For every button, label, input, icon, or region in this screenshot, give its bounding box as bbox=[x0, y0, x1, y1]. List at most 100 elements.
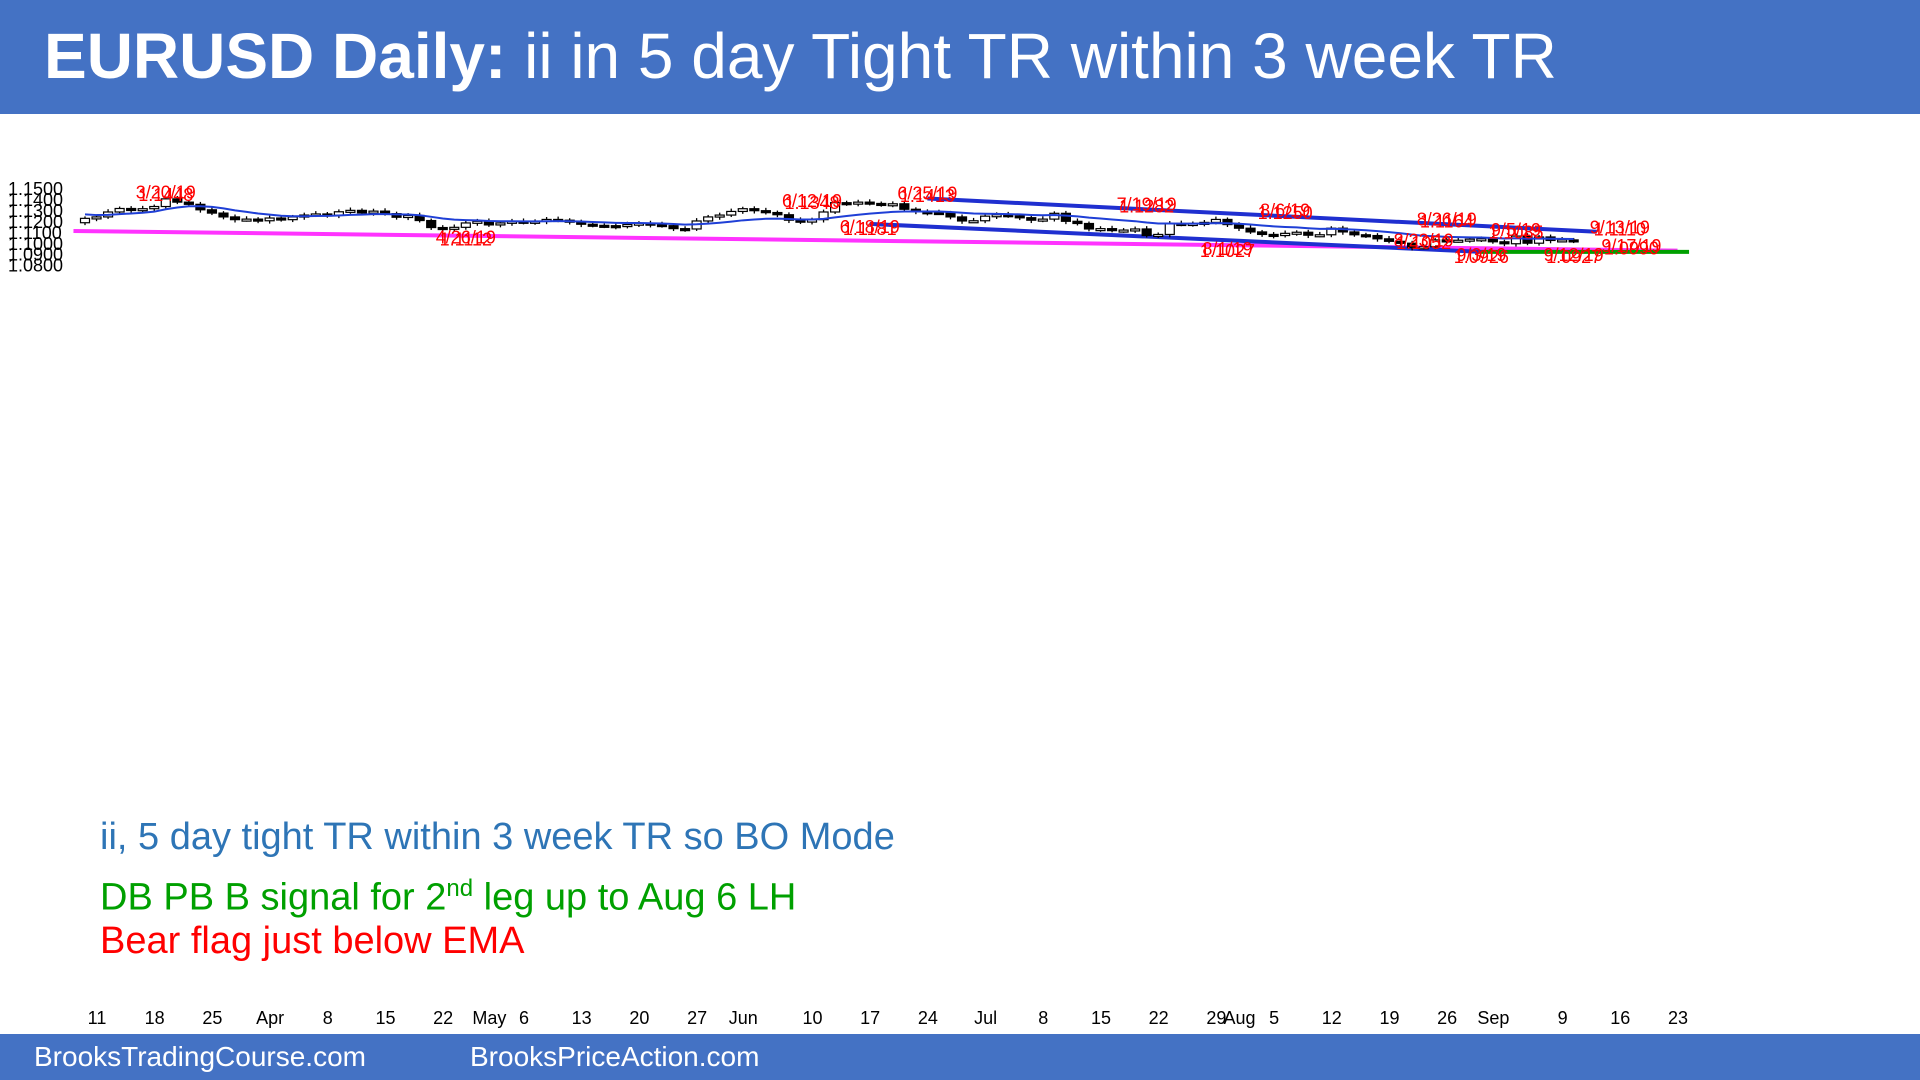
candle bbox=[1083, 221, 1095, 232]
candle-body bbox=[114, 207, 125, 213]
x-tick-label: May bbox=[472, 1008, 506, 1028]
price-annotation: 1.1085 bbox=[1488, 222, 1543, 242]
candle-body bbox=[460, 222, 471, 228]
x-tick-label: 22 bbox=[433, 1008, 453, 1028]
candle-body bbox=[426, 219, 437, 229]
candle-body bbox=[368, 210, 379, 214]
candle-body bbox=[622, 223, 633, 228]
candle bbox=[1256, 229, 1268, 237]
candle-body bbox=[795, 219, 806, 223]
price-annotation: 9/17/19 bbox=[1601, 236, 1661, 256]
candle-body bbox=[853, 201, 864, 205]
x-tick-label: 10 bbox=[802, 1008, 822, 1028]
price-annotation: 6/25/19 bbox=[897, 184, 957, 204]
candle bbox=[1360, 232, 1372, 238]
candle bbox=[1383, 235, 1395, 244]
x-tick-label: 9 bbox=[1558, 1008, 1568, 1028]
x-tick-label: 27 bbox=[687, 1008, 707, 1028]
ema-line bbox=[84, 205, 1574, 241]
candle-body bbox=[1291, 231, 1302, 235]
candle bbox=[783, 212, 795, 224]
candle-body bbox=[1476, 238, 1487, 242]
candle-body bbox=[287, 216, 298, 221]
candle bbox=[703, 214, 714, 224]
candle bbox=[1268, 232, 1279, 239]
price-annotation: 8/26/19 bbox=[1417, 210, 1477, 230]
candle bbox=[1430, 237, 1441, 250]
candle-body bbox=[772, 211, 783, 216]
candlestick-chart: 1.15001.14001.13001.12001.11001.10001.09… bbox=[8, 179, 1690, 1028]
candle bbox=[1303, 229, 1314, 239]
candle bbox=[899, 200, 910, 212]
x-tick-label: 13 bbox=[572, 1008, 592, 1028]
candle bbox=[1510, 233, 1522, 247]
candle bbox=[599, 223, 610, 229]
candle-body bbox=[1210, 218, 1222, 223]
candle-body bbox=[1130, 228, 1141, 232]
x-tick-label: 24 bbox=[918, 1008, 938, 1028]
candle bbox=[449, 224, 460, 232]
candle bbox=[1453, 237, 1464, 243]
candle bbox=[968, 217, 979, 224]
candle-body bbox=[1222, 218, 1233, 226]
y-tick-label: 1.0800 bbox=[8, 256, 63, 276]
candle-body bbox=[1418, 246, 1429, 250]
candle bbox=[126, 206, 137, 214]
candle bbox=[853, 199, 864, 207]
candle bbox=[483, 218, 494, 227]
candle-body bbox=[668, 225, 679, 230]
candle bbox=[1533, 234, 1545, 246]
price-annotation: 1.1250 bbox=[1258, 203, 1313, 223]
candle-body bbox=[1037, 218, 1048, 222]
candle bbox=[218, 211, 229, 220]
x-tick-label: 17 bbox=[860, 1008, 880, 1028]
candle-body bbox=[1141, 228, 1152, 237]
x-tick-label: 15 bbox=[1091, 1008, 1111, 1028]
candle-body bbox=[783, 214, 795, 221]
candle bbox=[206, 206, 218, 216]
candle-body bbox=[403, 214, 414, 219]
candle bbox=[876, 201, 887, 207]
candle bbox=[172, 196, 183, 205]
note-db-pb-post: leg up to Aug 6 LH bbox=[473, 876, 797, 919]
candle-body bbox=[206, 209, 218, 214]
candle bbox=[460, 220, 471, 230]
x-tick-label: 12 bbox=[1322, 1008, 1342, 1028]
x-tick-label: 5 bbox=[1269, 1008, 1279, 1028]
price-annotation: 1.0926 bbox=[1454, 247, 1509, 267]
candle bbox=[829, 199, 841, 214]
x-tick-label: Jun bbox=[729, 1008, 758, 1028]
note-db-pb-pre: DB PB B signal for 2 bbox=[100, 876, 447, 919]
price-labels: 3/20/191.1448 6/12/191.1348 6/25/191.1413 7… bbox=[136, 183, 1662, 268]
candle bbox=[1141, 226, 1152, 238]
candle bbox=[1106, 225, 1118, 233]
candle bbox=[1372, 233, 1383, 242]
candle bbox=[1060, 210, 1072, 225]
candle-body bbox=[160, 198, 171, 208]
candle-body bbox=[899, 203, 910, 210]
candle bbox=[1280, 230, 1291, 238]
candle bbox=[1418, 243, 1429, 250]
candle bbox=[437, 225, 448, 233]
candle bbox=[1499, 239, 1510, 247]
y-tick-label: 1.1500 bbox=[8, 179, 63, 199]
candle-body bbox=[472, 220, 483, 224]
candle-body bbox=[703, 216, 714, 222]
candle-body bbox=[229, 216, 241, 221]
candle-body bbox=[1441, 239, 1452, 243]
chart-title-rest: ii in 5 day Tight TR within 3 week TR bbox=[506, 20, 1557, 92]
y-tick-label: 1.1300 bbox=[8, 201, 63, 221]
candle-body bbox=[841, 202, 852, 206]
price-annotation: 8/1/19 bbox=[1202, 239, 1252, 259]
candle-body bbox=[1095, 228, 1106, 232]
candle bbox=[1153, 232, 1164, 238]
candle-body bbox=[956, 216, 968, 222]
candle bbox=[1245, 225, 1256, 234]
candle bbox=[160, 196, 171, 210]
candle-body bbox=[1245, 227, 1256, 233]
candle bbox=[1026, 215, 1037, 224]
price-annotation: 1.1110 bbox=[1594, 220, 1646, 240]
ema-layer bbox=[84, 205, 1574, 241]
candle-body bbox=[864, 201, 875, 205]
candle-body bbox=[1164, 222, 1175, 236]
